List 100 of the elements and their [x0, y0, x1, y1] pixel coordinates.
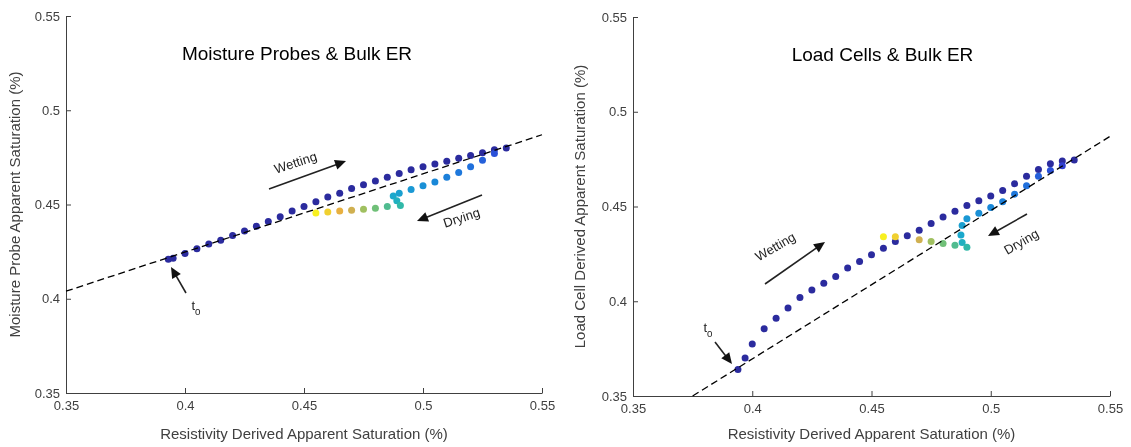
- point: [903, 232, 911, 240]
- point: [856, 257, 864, 265]
- y-axis-title: Load Cell Derived Apparent Saturation (%): [571, 64, 588, 349]
- point: [927, 238, 935, 246]
- y-tick-label: 0.35: [34, 385, 60, 401]
- point: [348, 184, 356, 192]
- point: [741, 354, 749, 362]
- point: [975, 209, 983, 217]
- point: [467, 163, 475, 171]
- point: [891, 233, 899, 241]
- x-tick-label: 0.4: [743, 401, 762, 417]
- y-tick-label: 0.5: [41, 102, 60, 118]
- point: [1023, 172, 1031, 180]
- x-axis-title: Resistivity Derived Apparent Saturation (%): [160, 425, 448, 442]
- point: [832, 273, 840, 281]
- x-tick-label: 0.45: [859, 401, 885, 417]
- point: [419, 163, 427, 171]
- point: [927, 220, 935, 228]
- annotation: t$_{0}$: [703, 320, 714, 340]
- y-axis-title: Moisture Probe Apparent Saturation (%): [6, 71, 23, 338]
- y-tick-label: 0.55: [34, 8, 60, 24]
- point: [868, 251, 875, 259]
- point: [939, 213, 947, 221]
- point: [734, 365, 742, 373]
- point: [455, 154, 463, 162]
- point: [336, 207, 344, 215]
- text: Load Cells & Bulk ER: [791, 44, 974, 65]
- point: [879, 233, 887, 241]
- point: [348, 206, 356, 214]
- point: [360, 205, 367, 213]
- x-tick-label: 0.4: [176, 398, 195, 414]
- x-tick-label: 0.35: [53, 398, 80, 414]
- point: [276, 213, 284, 221]
- point: [939, 239, 947, 247]
- point: [395, 189, 403, 197]
- x-tick-label: 0.45: [291, 398, 318, 414]
- y-tick-label: 0.4: [41, 291, 60, 307]
- point: [324, 193, 332, 201]
- point: [963, 215, 971, 223]
- point: [958, 239, 966, 247]
- point: [431, 160, 439, 168]
- point: [288, 207, 296, 215]
- point: [419, 182, 427, 190]
- annotation: Drying: [441, 205, 482, 231]
- point: [975, 197, 983, 205]
- point: [360, 181, 367, 189]
- point: [393, 197, 401, 205]
- point: [407, 185, 415, 193]
- point: [1023, 182, 1031, 190]
- point: [784, 304, 792, 312]
- point: [407, 166, 415, 174]
- point: [915, 236, 923, 244]
- point: [957, 231, 965, 239]
- point: [772, 314, 780, 322]
- point: [963, 202, 971, 210]
- point: [999, 186, 1007, 194]
- point: [479, 149, 486, 157]
- y-tick-label: 0.55: [601, 9, 627, 25]
- annotation: Wetting: [272, 149, 319, 177]
- annotation: t$_{0}$: [191, 298, 202, 318]
- y-tick-label: 0.45: [34, 197, 60, 213]
- point: [443, 173, 451, 181]
- point: [490, 150, 498, 158]
- x-tick-label: 0.55: [1097, 401, 1124, 417]
- y-tick-label: 0.45: [601, 199, 627, 215]
- point: [808, 286, 816, 294]
- point: [1034, 172, 1042, 180]
- point: [395, 169, 403, 177]
- point: [396, 201, 404, 209]
- point: [312, 209, 320, 217]
- point: [987, 192, 995, 200]
- point: [915, 226, 923, 234]
- point: [467, 151, 475, 159]
- point: [1070, 156, 1078, 164]
- point: [963, 243, 971, 251]
- x-tick-label: 0.55: [529, 398, 556, 414]
- point: [748, 340, 756, 348]
- point: [844, 264, 852, 272]
- point: [300, 202, 308, 210]
- point: [383, 173, 391, 181]
- point: [371, 177, 379, 185]
- point: [443, 157, 451, 165]
- point: [431, 178, 439, 186]
- point: [1011, 180, 1019, 188]
- point: [987, 203, 995, 211]
- point: [383, 202, 391, 210]
- point: [760, 325, 768, 333]
- x-tick-label: 0.5: [982, 401, 1001, 417]
- y-tick-label: 0.35: [601, 388, 627, 404]
- point: [1034, 166, 1042, 174]
- x-tick-label: 0.5: [414, 398, 433, 414]
- point: [951, 207, 959, 215]
- x-axis-title: Resistivity Derived Apparent Saturation (%): [727, 425, 1016, 442]
- point: [1046, 160, 1054, 168]
- point: [371, 204, 379, 212]
- point: [324, 208, 332, 216]
- text: Moisture Probes & Bulk ER: [181, 43, 413, 64]
- point: [336, 189, 344, 197]
- x-tick-label: 0.35: [620, 401, 647, 417]
- point: [796, 293, 804, 301]
